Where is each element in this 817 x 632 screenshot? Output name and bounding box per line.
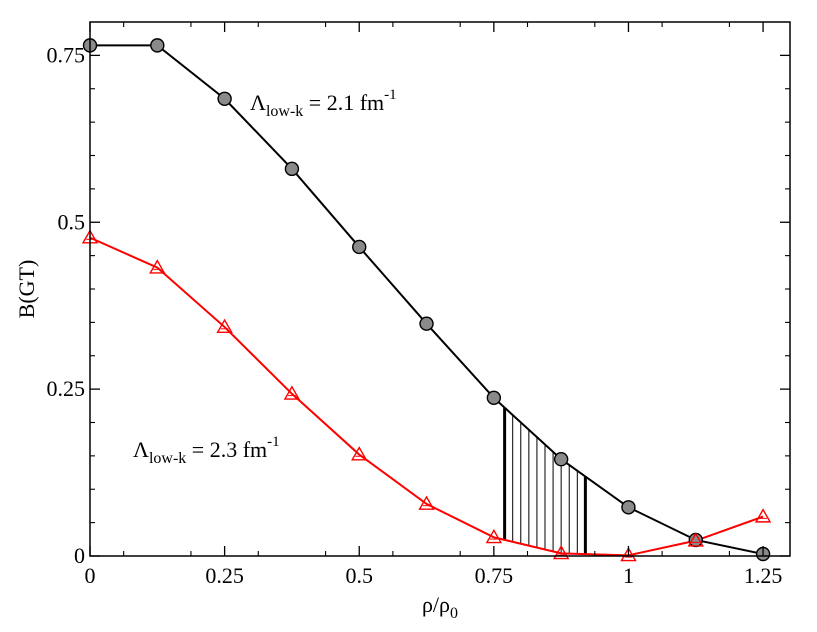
plot-frame [89, 21, 791, 557]
axis-ticks [89, 22, 790, 557]
circle-point [486, 390, 502, 406]
annotation-lambda-2-3: Λlow-k = 2.3 fm-1 [133, 434, 280, 467]
circle-point [419, 316, 434, 331]
y-tick-label: 0.75 [47, 42, 86, 67]
triangle-point [687, 532, 704, 547]
circle-point [150, 38, 165, 53]
x-tick-label: 0.25 [205, 563, 244, 588]
x-tick-label: 0.5 [345, 563, 373, 588]
circle-point [688, 532, 703, 548]
x-tick-label: 0 [85, 563, 96, 588]
triangle-point [485, 528, 503, 544]
triangle-point [216, 318, 233, 333]
triangle-point [283, 385, 301, 400]
triangle-point [754, 508, 772, 523]
triangle-point [418, 495, 435, 510]
series-line-1 [89, 236, 764, 557]
hatched-band [503, 407, 587, 555]
tick-labels: 0 0.25 0.5 0.75 1 1.25 0 0.25 0.5 0.75 [47, 42, 783, 588]
x-axis-label: ρ/ρ0 [422, 592, 458, 622]
triangle-point [552, 544, 570, 560]
y-tick-label: 0.5 [58, 209, 86, 234]
y-tick-label: 0.25 [47, 376, 86, 401]
y-tick-label: 0 [74, 543, 85, 568]
annotation-lambda-2-1: Λlow-k = 2.1 fm-1 [250, 87, 397, 120]
triangle-point [149, 259, 166, 274]
triangle-point [620, 546, 637, 562]
circle-point [621, 500, 636, 515]
circle-point [284, 161, 300, 177]
series-markers [81, 38, 772, 562]
x-tick-label: 1 [623, 563, 634, 588]
circle-point [352, 239, 367, 255]
circle-point [553, 452, 569, 467]
series-line-0 [90, 44, 764, 555]
x-tick-label: 1.25 [744, 563, 783, 588]
x-tick-label: 0.75 [475, 563, 514, 588]
y-axis-label: B(GT) [14, 260, 39, 319]
triangle-point [351, 446, 368, 461]
series-lines [89, 44, 764, 557]
circle-point [217, 91, 232, 106]
